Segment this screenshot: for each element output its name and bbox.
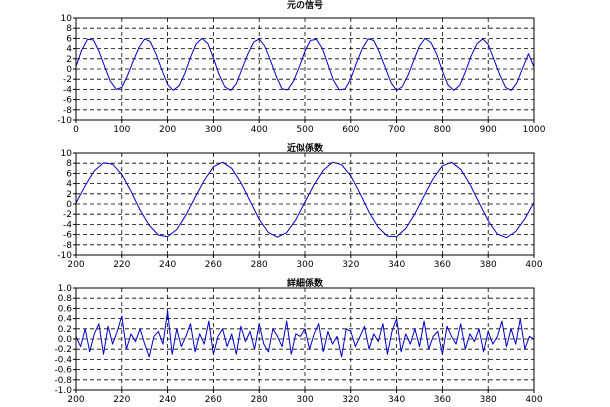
y-tick-label: -0.8 [54,376,72,386]
y-tick-label: 10 [61,149,73,159]
x-tick-label: 360 [434,395,451,405]
marks-detail-coefficients: -1.0-0.8-0.6-0.4-0.20.00.20.40.60.81.0 20… [54,284,542,405]
y-tick-label: -1.0 [54,386,72,396]
y-tick-label: -4 [63,220,72,230]
x-tick-label: 220 [113,260,130,270]
plot-frame [75,287,535,391]
x-tick-label: 400 [251,125,268,135]
x-tick-label: 240 [159,395,176,405]
x-tick-label: 800 [434,125,451,135]
series-line-original-signal [75,37,535,91]
y-tick-label: 10 [61,14,73,24]
x-tick-label: 300 [296,395,313,405]
x-tick-label: 360 [434,260,451,270]
y-tick-label: 6 [66,169,72,179]
x-tick-label: 320 [342,260,359,270]
y-tick-label: 6 [66,34,72,44]
x-tick-label: 300 [205,125,222,135]
x-tick-label: 700 [388,125,405,135]
y-tick-label: 8 [66,24,72,34]
x-tick-label: 500 [296,125,313,135]
y-tick-label: 2 [66,190,72,200]
y-tick-label: -0.6 [54,366,72,376]
y-tick-label: -0.2 [54,345,72,355]
x-tick-label: 200 [67,395,84,405]
chart-title-approximation-coefficients: 近似係数 [287,142,324,154]
x-tick-label: 260 [205,395,222,405]
x-tick-label: 200 [159,125,176,135]
x-tick-label: 400 [525,395,542,405]
series-line-detail-coefficients [75,310,535,358]
y-tick-label: -6 [63,96,72,106]
y-tick-label: 0.6 [58,304,73,314]
y-tick-label: -6 [63,231,72,241]
y-tick-label: -10 [57,251,72,261]
y-tick-label: -2 [63,210,72,220]
y-tick-label: 2 [66,55,72,65]
x-tick-label: 600 [342,125,359,135]
x-tick-label: 280 [251,395,268,405]
x-tick-label: 100 [113,125,130,135]
y-tick-label: 0.0 [58,335,73,345]
y-tick-label: 0 [66,200,72,210]
y-tick-label: 0.8 [58,294,73,304]
y-tick-label: -4 [63,85,72,95]
chart-title-original-signal: 元の信号 [287,0,323,11]
y-tick-label: 0.2 [58,325,72,335]
y-tick-label: 1.0 [58,284,73,294]
y-tick-label: 0 [66,65,72,75]
y-tick-label: 4 [66,180,72,190]
x-tick-label: 0 [73,125,79,135]
y-tick-label: -8 [63,106,72,116]
x-tick-label: 380 [480,395,497,405]
plot-frame [75,152,535,256]
x-tick-label: 900 [480,125,497,135]
series-line-approximation-coefficients [75,161,535,239]
x-tick-label: 380 [480,260,497,270]
y-tick-label: 4 [66,45,72,55]
plot-frame [75,17,535,121]
y-tick-label: -0.4 [54,355,72,365]
y-tick-label: 8 [66,159,72,169]
y-tick-label: 0.4 [58,315,73,325]
x-tick-label: 200 [67,260,84,270]
x-tick-label: 340 [388,260,405,270]
y-tick-label: -8 [63,241,72,251]
x-tick-label: 340 [388,395,405,405]
x-tick-label: 320 [342,395,359,405]
x-tick-label: 300 [296,260,313,270]
x-tick-label: 1000 [523,125,546,135]
x-tick-label: 260 [205,260,222,270]
y-tick-label: -2 [63,75,72,85]
y-tick-label: -10 [57,116,72,126]
x-tick-label: 400 [525,260,542,270]
x-tick-label: 220 [113,395,130,405]
x-tick-label: 240 [159,260,176,270]
chart-title-detail-coefficients: 詳細係数 [287,277,324,289]
x-tick-label: 280 [251,260,268,270]
